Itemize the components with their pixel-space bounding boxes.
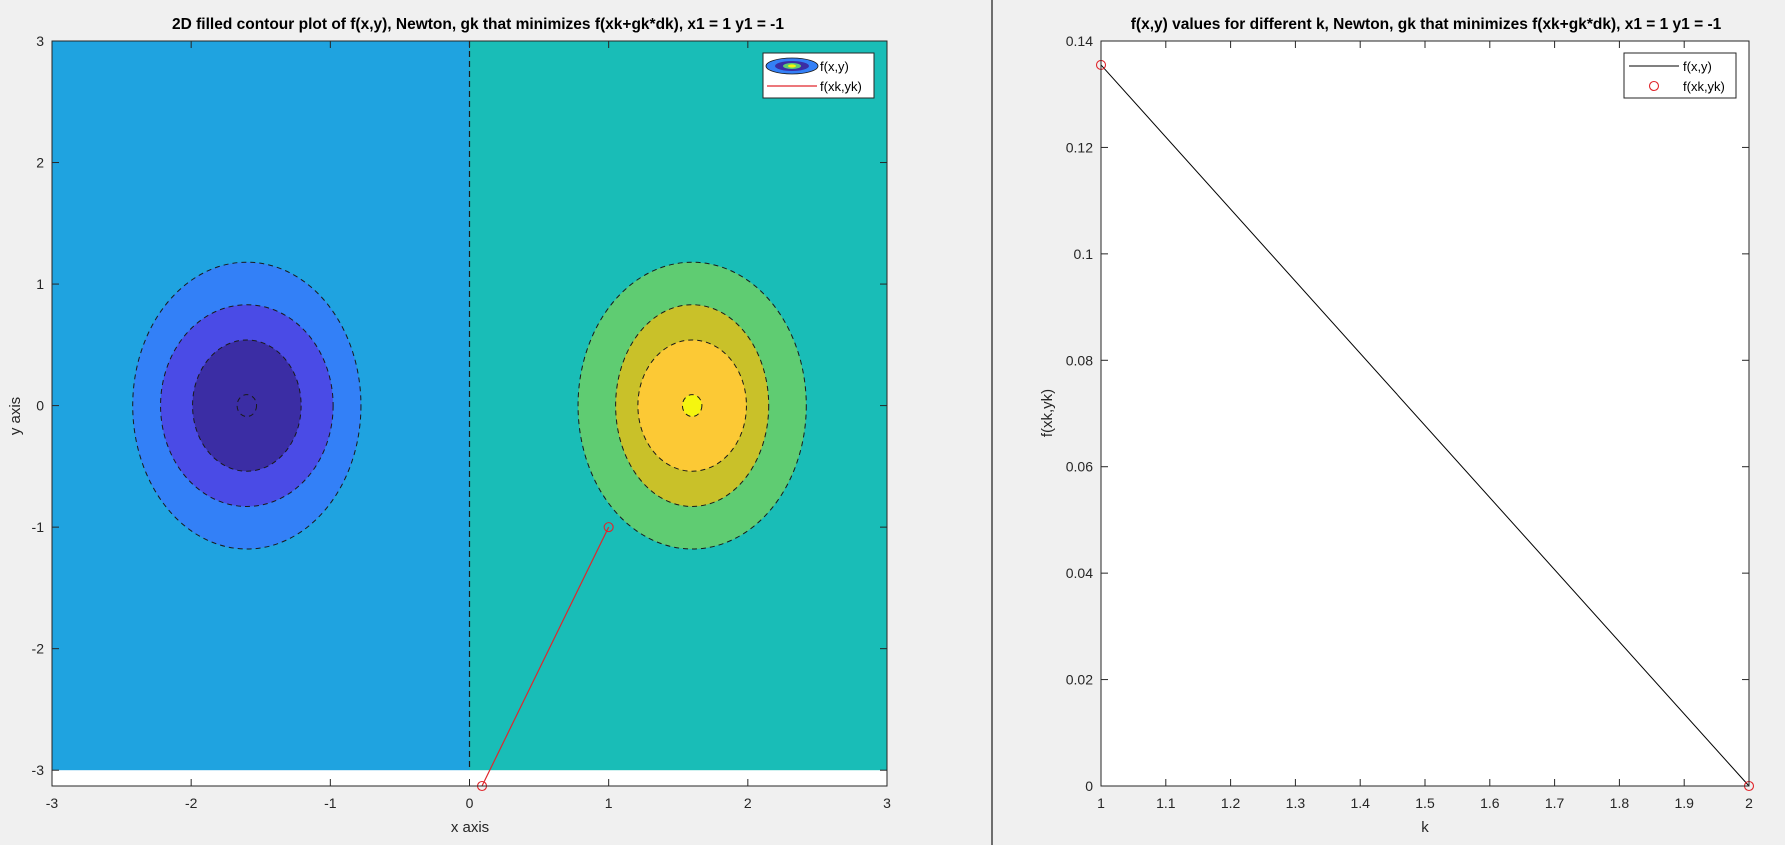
x-tick-label: 1.9	[1674, 795, 1694, 811]
contour-legend-swatch-icon	[765, 57, 819, 75]
fvalue-chart-title: f(x,y) values for different k, Newton, g…	[1131, 16, 1722, 33]
x-tick-label: 1.7	[1545, 795, 1565, 811]
x-tick-label: 1.2	[1221, 795, 1241, 811]
contour-x-axis-label: x axis	[451, 819, 489, 836]
x-tick-label: 0	[466, 795, 474, 811]
contour-chart-title: 2D filled contour plot of f(x,y), Newton…	[172, 16, 784, 33]
fvalue-legend-box	[1623, 52, 1737, 99]
fvalue-series-line	[1100, 64, 1750, 787]
x-tick-label: -3	[46, 795, 59, 811]
fvalue-chart: f(x,y) values for different k, Newton, g…	[1039, 16, 1755, 836]
x-tick-label: 2	[744, 795, 752, 811]
maximum-contour-level-4	[681, 394, 703, 418]
fvalue-x-axis-label: k	[1421, 819, 1429, 836]
y-tick-label: -3	[32, 762, 45, 778]
x-tick-label: 1.4	[1350, 795, 1370, 811]
y-tick-label: 0.14	[1066, 33, 1093, 49]
x-tick-label: 1.3	[1286, 795, 1306, 811]
fvalue-y-axis-label: f(xk,yk)	[1039, 389, 1056, 437]
iterate-point-marker[interactable]	[603, 522, 614, 533]
y-tick-label: -2	[32, 641, 45, 657]
fvalue-legend-marker-icon	[1648, 80, 1660, 92]
fvalue-legend[interactable]: f(x,y) f(xk,yk)	[1623, 52, 1737, 99]
x-tick-label: 1.6	[1480, 795, 1500, 811]
x-tick-label: -2	[185, 795, 198, 811]
contour-legend-entry-fxy: f(x,y)	[820, 59, 849, 74]
y-tick-label: -1	[32, 519, 45, 535]
y-tick-label: 0.08	[1066, 352, 1093, 368]
minimum-contour-level-4	[236, 394, 258, 418]
x-tick-label: 1.5	[1415, 795, 1435, 811]
contour-chart: 2D filled contour plot of f(x,y), Newton…	[7, 16, 892, 836]
x-tick-label: 2	[1745, 795, 1753, 811]
x-tick-label: 1.1	[1156, 795, 1176, 811]
y-tick-label: 3	[36, 33, 44, 49]
y-tick-label: 2	[36, 155, 44, 171]
fvalue-legend-entry-fxkyk: f(xk,yk)	[1683, 79, 1725, 94]
contour-y-axis-label: y axis	[7, 397, 24, 435]
contour-legend-entry-fxkyk: f(xk,yk)	[820, 79, 862, 94]
x-tick-label: -1	[324, 795, 337, 811]
panel-divider[interactable]	[991, 0, 993, 845]
fvalue-axes: 1 1.1 1.2 1.3 1.4 1.5 1.6 1.7 1.8 1.9 2 0 0.02 0.04 0.…	[1066, 33, 1753, 811]
x-tick-label: 1	[605, 795, 613, 811]
x-tick-label: 1	[1097, 795, 1105, 811]
y-tick-label: 0	[36, 398, 44, 414]
contour-legend[interactable]: f(x,y) f(xk,yk)	[762, 52, 875, 99]
contour-plot-area[interactable]	[52, 41, 887, 792]
y-tick-label: 0	[1085, 778, 1093, 794]
y-tick-label: 1	[36, 276, 44, 292]
y-tick-label: 0.12	[1066, 139, 1093, 155]
x-tick-label: 3	[883, 795, 891, 811]
iterate-path-line	[481, 526, 610, 787]
y-tick-label: 0.04	[1066, 565, 1093, 581]
y-tick-label: 0.1	[1074, 246, 1094, 262]
y-tick-label: 0.06	[1066, 459, 1093, 475]
y-tick-label: 0.02	[1066, 672, 1093, 688]
fvalue-plot-background[interactable]	[1101, 41, 1749, 786]
x-tick-label: 1.8	[1610, 795, 1630, 811]
contour-axes: -3 -2 -1 0 1 2 3 -3 -2 -1 0 1 2 3	[32, 33, 892, 811]
fvalue-legend-entry-fxy: f(x,y)	[1683, 59, 1712, 74]
